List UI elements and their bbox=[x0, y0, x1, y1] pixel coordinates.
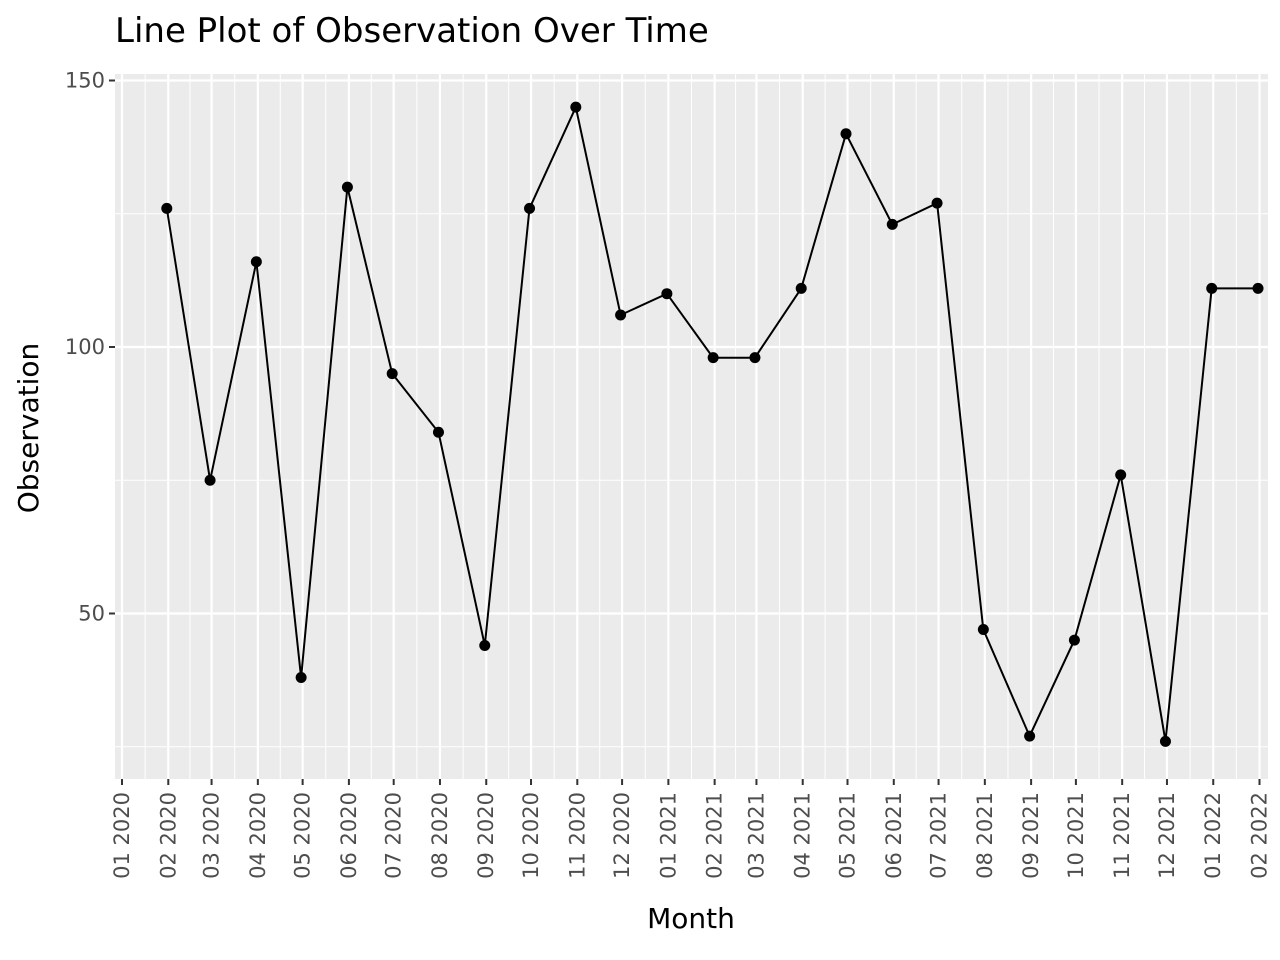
x-tick-label: 03 2021 bbox=[744, 792, 768, 879]
data-point bbox=[707, 352, 719, 364]
data-point bbox=[432, 426, 444, 438]
x-tick-label: 04 2020 bbox=[246, 792, 270, 879]
x-tick-label: 09 2021 bbox=[1019, 792, 1043, 879]
data-point bbox=[1068, 634, 1080, 646]
y-axis-title: Observation bbox=[12, 343, 45, 514]
data-point bbox=[661, 288, 673, 300]
series-points bbox=[161, 101, 1264, 747]
x-tick-label: 10 2021 bbox=[1064, 792, 1088, 879]
data-point bbox=[1159, 735, 1171, 747]
data-point bbox=[977, 623, 989, 635]
data-point bbox=[886, 218, 898, 230]
data-point bbox=[840, 128, 852, 140]
x-tick-label: 09 2020 bbox=[474, 792, 498, 879]
x-tick-label: 04 2021 bbox=[791, 792, 815, 879]
x-tick-label: 08 2020 bbox=[428, 792, 452, 879]
x-tick-label: 01 2021 bbox=[656, 792, 680, 879]
x-tick-label: 02 2022 bbox=[1248, 792, 1272, 879]
data-point bbox=[1115, 469, 1127, 481]
data-point bbox=[479, 639, 491, 651]
data-point bbox=[161, 202, 173, 214]
x-tick-label: 11 2021 bbox=[1110, 792, 1134, 879]
data-point bbox=[1206, 282, 1218, 294]
x-tick-label: 02 2021 bbox=[703, 792, 727, 879]
data-point bbox=[931, 197, 943, 209]
data-point bbox=[1024, 730, 1036, 742]
x-tick-labels: 01 2020 02 2020 03 2020 04 2020 05 2020 06 20… bbox=[110, 792, 1272, 879]
y-tick-label: 150 bbox=[65, 69, 105, 93]
y-tick-labels: 50 100 150 bbox=[65, 69, 105, 626]
data-point bbox=[795, 282, 807, 294]
x-tick-label: 05 2020 bbox=[291, 792, 315, 879]
data-point bbox=[749, 352, 761, 364]
x-tick-label: 06 2020 bbox=[337, 792, 361, 879]
data-point bbox=[341, 181, 353, 193]
x-tick-label: 03 2020 bbox=[200, 792, 224, 879]
x-tick-label: 11 2020 bbox=[565, 792, 589, 879]
x-tick-label: 05 2021 bbox=[836, 792, 860, 879]
data-point bbox=[570, 101, 582, 113]
data-point bbox=[295, 671, 307, 683]
x-tick-label: 07 2020 bbox=[382, 792, 406, 879]
x-tick-label: 07 2021 bbox=[927, 792, 951, 879]
x-tick-label: 12 2021 bbox=[1155, 792, 1179, 879]
x-tick-label: 06 2021 bbox=[882, 792, 906, 879]
x-tick-label: 02 2020 bbox=[156, 792, 180, 879]
y-tick-label: 100 bbox=[65, 335, 105, 359]
x-tick-label: 08 2021 bbox=[973, 792, 997, 879]
data-point bbox=[615, 309, 627, 321]
data-point bbox=[250, 256, 262, 268]
y-tick-label: 50 bbox=[78, 602, 105, 626]
data-point bbox=[204, 474, 216, 486]
x-tick-label: 12 2020 bbox=[610, 792, 634, 879]
x-tick-label: 10 2020 bbox=[519, 792, 543, 879]
axis-ticks bbox=[109, 79, 1261, 785]
data-point bbox=[1252, 282, 1264, 294]
x-axis-title: Month bbox=[647, 902, 735, 935]
x-tick-label: 01 2020 bbox=[110, 792, 134, 879]
data-point bbox=[524, 202, 536, 214]
chart-title: Line Plot of Observation Over Time bbox=[115, 11, 709, 51]
data-point bbox=[386, 368, 398, 380]
x-tick-label: 01 2022 bbox=[1201, 792, 1225, 879]
